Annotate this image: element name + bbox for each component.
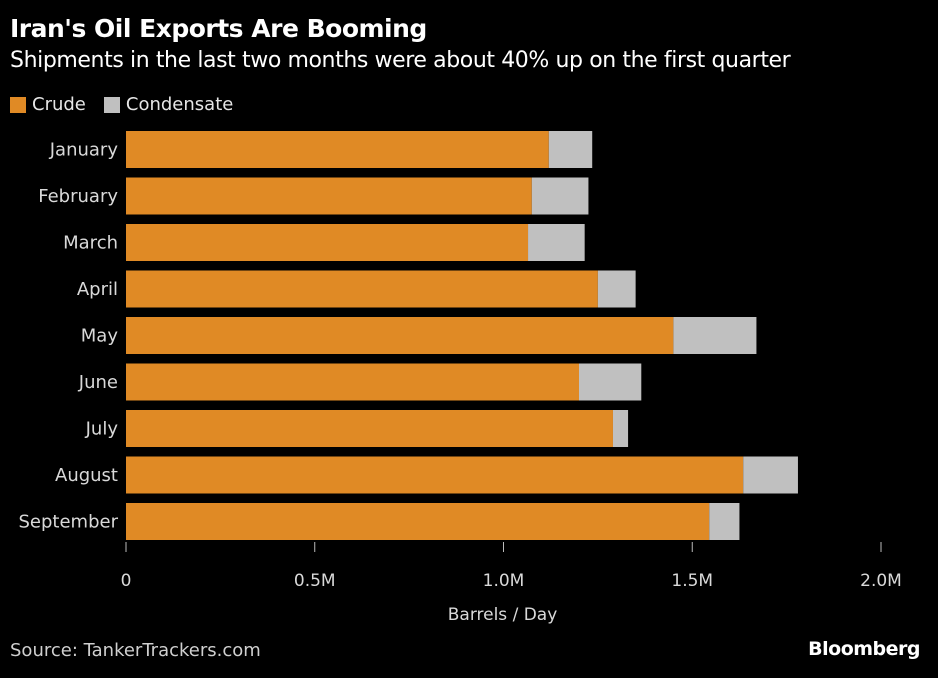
- bar-condensate-may: [673, 317, 757, 354]
- bar-condensate-august: [743, 456, 798, 494]
- bar-crude-january: [126, 131, 549, 168]
- bar-condensate-january: [548, 131, 593, 168]
- legend-label-crude: Crude: [32, 94, 86, 115]
- bloomberg-logo: Bloomberg: [808, 638, 920, 660]
- chart-subtitle: Shipments in the last two months were ab…: [10, 48, 791, 73]
- bar-condensate-february: [531, 177, 589, 215]
- x-tick-label: 0.5M: [294, 571, 336, 591]
- chart-title: Iran's Oil Exports Are Booming: [10, 14, 427, 43]
- legend-swatch-crude: [10, 96, 26, 113]
- category-label: July: [85, 419, 119, 440]
- category-label: February: [38, 186, 118, 207]
- bar-crude-august: [126, 456, 744, 494]
- category-label: March: [63, 233, 118, 254]
- bar-condensate-july: [612, 410, 629, 447]
- category-label: September: [19, 512, 119, 533]
- bar-condensate-june: [579, 363, 642, 401]
- category-label: August: [55, 465, 118, 486]
- x-tick-label: 2.0M: [860, 571, 902, 591]
- bar-condensate-september: [709, 503, 740, 540]
- bar-crude-february: [126, 177, 532, 215]
- x-axis-title: Barrels / Day: [448, 605, 558, 625]
- x-tick-label: 1.5M: [671, 571, 713, 591]
- category-label: May: [81, 326, 119, 347]
- bar-condensate-april: [597, 270, 636, 308]
- category-label: January: [49, 140, 119, 161]
- bar-crude-april: [126, 270, 598, 308]
- category-label: June: [78, 372, 118, 393]
- legend: Crude Condensate: [10, 94, 233, 115]
- legend-label-condensate: Condensate: [125, 94, 234, 115]
- bar-condensate-march: [528, 224, 585, 261]
- legend-item-condensate: Condensate: [103, 94, 234, 115]
- source-note: Source: TankerTrackers.com: [10, 640, 261, 661]
- bar-crude-may: [126, 317, 674, 354]
- legend-swatch-condensate: [103, 96, 120, 113]
- x-tick-label: 0: [121, 571, 132, 591]
- legend-item-crude: Crude: [10, 94, 86, 115]
- x-tick-label: 1.0M: [483, 571, 525, 591]
- bar-crude-june: [126, 363, 579, 401]
- bar-crude-july: [126, 410, 613, 447]
- bar-crude-september: [126, 503, 710, 540]
- category-label: April: [77, 279, 118, 300]
- bar-crude-march: [126, 224, 529, 261]
